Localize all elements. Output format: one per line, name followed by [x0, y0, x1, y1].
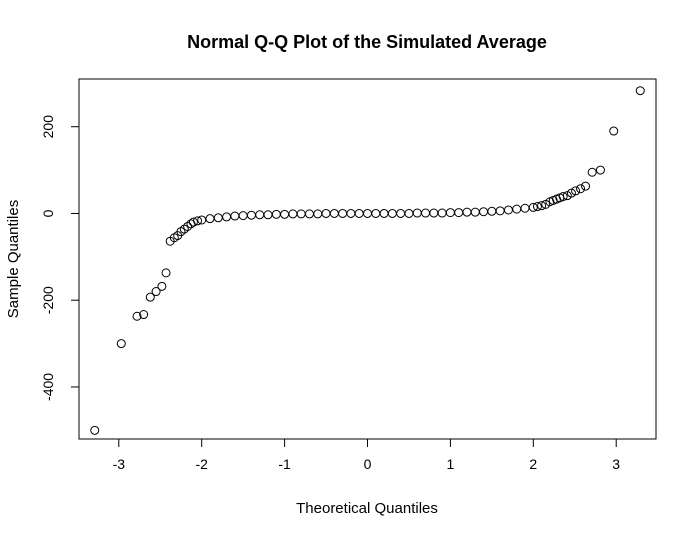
data-point	[581, 181, 591, 191]
data-point	[454, 208, 464, 218]
data-point	[176, 227, 186, 237]
data-point	[487, 206, 497, 216]
x-tick-label: 0	[364, 456, 372, 472]
data-point	[412, 208, 422, 218]
data-point	[512, 204, 522, 214]
data-point	[404, 208, 414, 218]
x-tick-label: -3	[113, 456, 126, 472]
data-point	[213, 213, 223, 223]
x-axis: -3 -2 -1 0 1 2 3	[113, 438, 620, 472]
y-axis-label: Sample Quantiles	[5, 200, 22, 318]
data-point	[532, 202, 542, 212]
data-point	[576, 184, 586, 194]
data-point	[151, 287, 161, 297]
data-point	[566, 188, 576, 198]
data-point	[271, 209, 281, 219]
data-point	[470, 207, 480, 217]
data-point	[255, 210, 265, 220]
data-point	[238, 211, 248, 221]
data-point	[90, 425, 100, 435]
data-point	[193, 216, 203, 226]
data-point	[246, 210, 256, 220]
data-points-layer	[90, 86, 645, 435]
data-point	[263, 210, 273, 220]
y-tick-label: 0	[40, 209, 56, 217]
data-point	[609, 126, 619, 136]
data-point	[139, 310, 149, 320]
data-point	[429, 208, 439, 218]
data-point	[132, 311, 142, 321]
data-point	[503, 205, 513, 215]
x-tick-label: -1	[278, 456, 291, 472]
data-point	[145, 292, 155, 302]
x-tick-label: 2	[529, 456, 537, 472]
data-point	[363, 208, 372, 218]
data-point	[479, 207, 489, 217]
data-point	[296, 209, 306, 219]
data-point	[179, 224, 189, 234]
chart-title: Normal Q-Q Plot of the Simulated Average	[187, 32, 547, 52]
data-point	[387, 208, 397, 218]
data-point	[338, 208, 348, 218]
data-point	[437, 208, 447, 218]
data-point	[205, 214, 215, 224]
data-point	[288, 209, 298, 219]
data-point	[304, 209, 314, 219]
data-point	[321, 208, 331, 218]
y-tick-label: -400	[40, 373, 56, 401]
x-tick-label: -2	[195, 456, 208, 472]
data-point	[313, 209, 323, 219]
data-point	[183, 221, 193, 231]
data-point	[230, 211, 240, 221]
data-point	[329, 208, 339, 218]
data-point	[222, 212, 232, 222]
data-point	[157, 281, 167, 291]
data-point	[520, 203, 530, 213]
data-point	[571, 186, 581, 196]
data-point	[528, 202, 538, 212]
y-tick-label: -200	[40, 286, 56, 314]
data-point	[188, 217, 198, 227]
y-tick-label: 200	[40, 115, 56, 139]
data-point	[354, 208, 364, 218]
data-point	[116, 339, 126, 349]
data-point	[161, 268, 171, 278]
data-point	[396, 208, 406, 218]
data-point	[445, 208, 455, 218]
data-point	[346, 208, 356, 218]
data-point	[371, 208, 381, 218]
plot-area-box	[78, 78, 657, 440]
data-point	[558, 192, 568, 202]
y-axis: -400 -200 0 200	[40, 115, 80, 401]
x-tick-label: 3	[612, 456, 620, 472]
data-point	[537, 201, 547, 211]
x-tick-label: 1	[447, 456, 455, 472]
data-point	[595, 165, 605, 175]
data-point	[587, 167, 597, 177]
x-axis-label: Theoretical Quantiles	[296, 500, 438, 517]
data-point	[495, 206, 505, 216]
data-point	[379, 208, 389, 218]
data-point	[462, 207, 472, 217]
data-point	[635, 86, 645, 96]
data-point	[421, 208, 431, 218]
data-point	[280, 209, 290, 219]
